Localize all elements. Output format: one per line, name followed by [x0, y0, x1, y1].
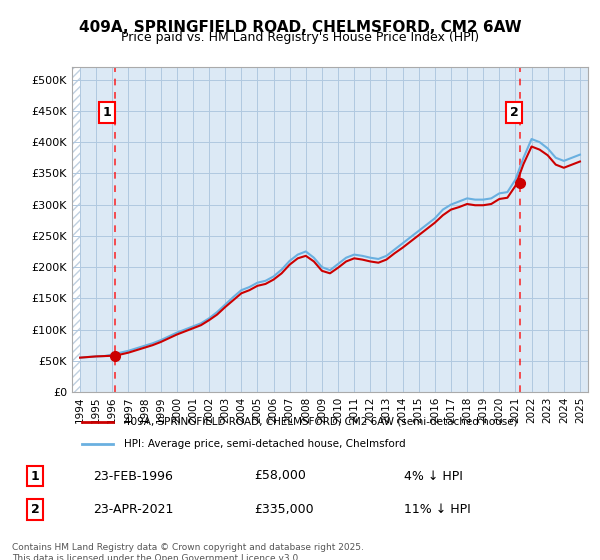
Text: HPI: Average price, semi-detached house, Chelmsford: HPI: Average price, semi-detached house,…	[124, 438, 405, 449]
Bar	[72, 67, 80, 392]
Text: 2: 2	[31, 503, 40, 516]
Text: 23-APR-2021: 23-APR-2021	[92, 503, 173, 516]
Text: 1: 1	[102, 106, 111, 119]
Text: Price paid vs. HM Land Registry's House Price Index (HPI): Price paid vs. HM Land Registry's House …	[121, 31, 479, 44]
Text: £335,000: £335,000	[254, 503, 314, 516]
Text: 2: 2	[509, 106, 518, 119]
Text: 1: 1	[31, 469, 40, 483]
Text: £58,000: £58,000	[254, 469, 306, 483]
Text: 23-FEB-1996: 23-FEB-1996	[92, 469, 173, 483]
Text: 409A, SPRINGFIELD ROAD, CHELMSFORD, CM2 6AW: 409A, SPRINGFIELD ROAD, CHELMSFORD, CM2 …	[79, 20, 521, 35]
Text: Contains HM Land Registry data © Crown copyright and database right 2025.
This d: Contains HM Land Registry data © Crown c…	[12, 543, 364, 560]
Text: 4% ↓ HPI: 4% ↓ HPI	[404, 469, 463, 483]
Text: 409A, SPRINGFIELD ROAD, CHELMSFORD, CM2 6AW (semi-detached house): 409A, SPRINGFIELD ROAD, CHELMSFORD, CM2 …	[124, 417, 517, 427]
Text: 11% ↓ HPI: 11% ↓ HPI	[404, 503, 470, 516]
